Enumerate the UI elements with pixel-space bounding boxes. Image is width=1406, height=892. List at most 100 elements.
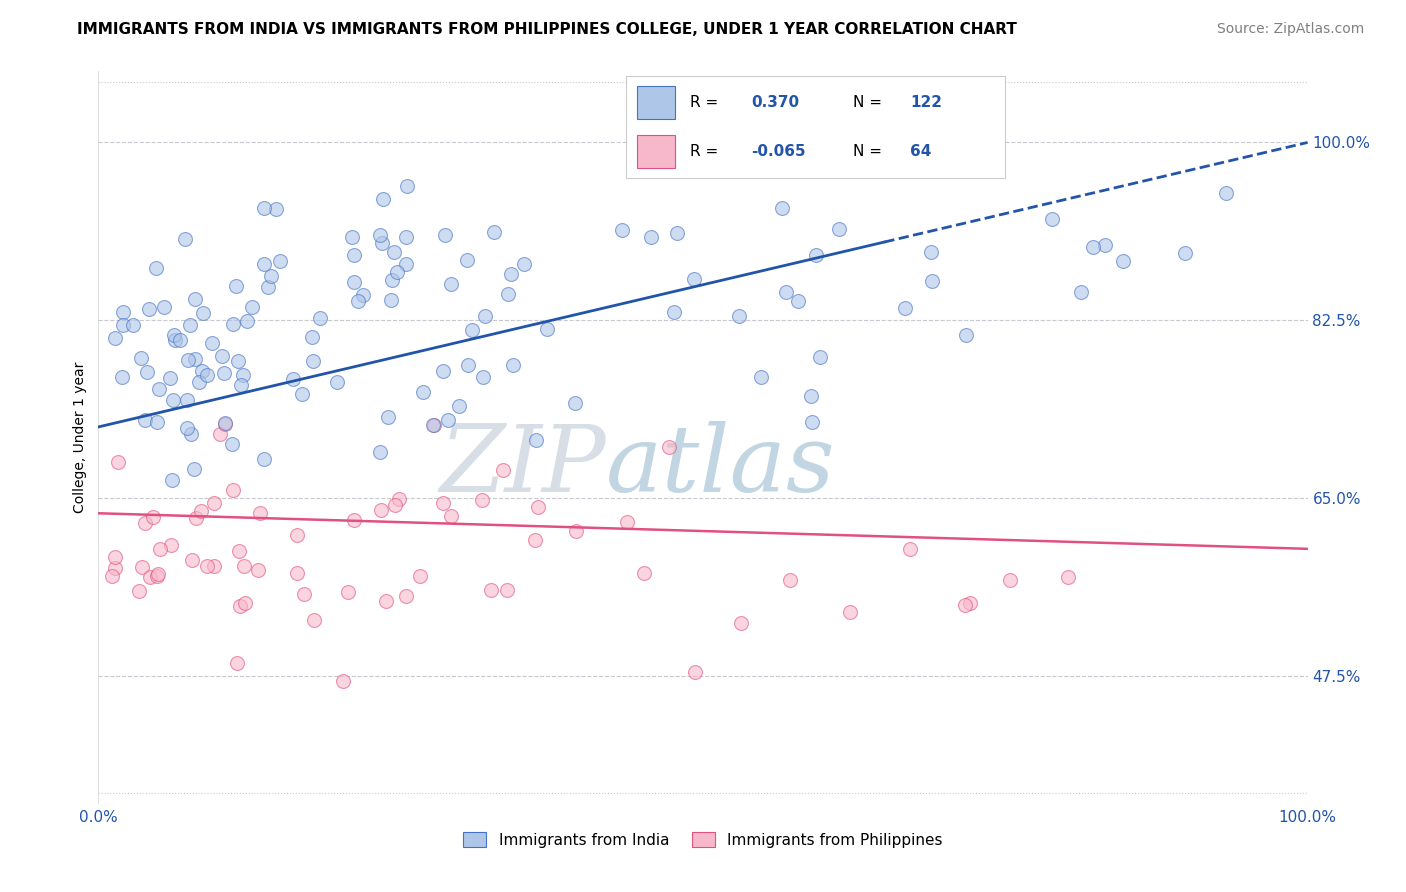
Point bbox=[665, 227, 688, 241]
Point bbox=[422, 418, 444, 433]
Point bbox=[142, 510, 165, 524]
Point bbox=[347, 294, 370, 309]
Point bbox=[343, 513, 366, 527]
Point bbox=[179, 318, 201, 332]
Point bbox=[235, 314, 257, 328]
Point bbox=[432, 496, 454, 510]
Point bbox=[184, 292, 207, 306]
Point bbox=[135, 365, 157, 379]
Point bbox=[257, 279, 280, 293]
Point bbox=[770, 201, 793, 215]
Text: ZIP: ZIP bbox=[440, 421, 606, 511]
Point bbox=[786, 293, 808, 308]
Point bbox=[524, 533, 547, 547]
Point bbox=[302, 354, 325, 368]
Point bbox=[211, 349, 233, 363]
Point bbox=[633, 566, 655, 581]
Point bbox=[159, 539, 181, 553]
Point bbox=[1081, 240, 1104, 254]
Point bbox=[292, 587, 315, 601]
Point bbox=[177, 352, 200, 367]
Point bbox=[159, 371, 181, 385]
Point bbox=[828, 222, 851, 236]
Point bbox=[449, 400, 471, 414]
Point bbox=[104, 331, 127, 345]
Point bbox=[225, 657, 247, 671]
Point bbox=[838, 605, 860, 619]
Point bbox=[232, 558, 254, 573]
Point bbox=[808, 350, 831, 364]
Point bbox=[134, 413, 156, 427]
Point bbox=[616, 515, 638, 529]
Point bbox=[249, 507, 271, 521]
Text: N =: N = bbox=[853, 95, 883, 110]
Point bbox=[260, 269, 283, 284]
Legend: Immigrants from India, Immigrants from Philippines: Immigrants from India, Immigrants from P… bbox=[457, 825, 949, 854]
Point bbox=[122, 318, 145, 333]
Point bbox=[409, 569, 432, 583]
Point bbox=[138, 302, 160, 317]
Point bbox=[371, 192, 394, 206]
Point bbox=[229, 377, 252, 392]
Point bbox=[104, 561, 127, 575]
Point bbox=[226, 353, 249, 368]
Point bbox=[457, 358, 479, 372]
Point bbox=[214, 417, 236, 431]
Point bbox=[610, 223, 633, 237]
Point bbox=[955, 598, 977, 612]
Point bbox=[1215, 186, 1237, 201]
Point bbox=[235, 596, 257, 610]
Point bbox=[471, 492, 494, 507]
Point bbox=[395, 257, 418, 271]
Point bbox=[472, 369, 495, 384]
Point bbox=[285, 527, 308, 541]
Point bbox=[524, 433, 547, 447]
Point bbox=[513, 257, 536, 271]
Point bbox=[380, 293, 402, 307]
Point bbox=[502, 358, 524, 372]
Point bbox=[921, 274, 943, 288]
Point bbox=[285, 566, 308, 581]
Point bbox=[162, 473, 184, 487]
Point bbox=[221, 437, 243, 451]
Point bbox=[202, 558, 225, 573]
Point bbox=[131, 560, 153, 574]
Text: Source: ZipAtlas.com: Source: ZipAtlas.com bbox=[1216, 22, 1364, 37]
Point bbox=[956, 131, 979, 145]
Text: R =: R = bbox=[690, 145, 718, 160]
Point bbox=[246, 563, 269, 577]
Point bbox=[225, 278, 247, 293]
Point bbox=[169, 333, 191, 347]
Point bbox=[129, 351, 152, 366]
Point bbox=[264, 202, 287, 217]
Point bbox=[111, 318, 134, 333]
Point bbox=[565, 524, 588, 538]
Point bbox=[148, 382, 170, 396]
Point bbox=[461, 322, 484, 336]
Point bbox=[146, 416, 169, 430]
Point bbox=[269, 254, 291, 268]
Point bbox=[900, 542, 922, 557]
Point bbox=[222, 317, 245, 331]
Text: 122: 122 bbox=[911, 95, 942, 110]
Point bbox=[343, 248, 366, 262]
Point bbox=[395, 179, 418, 194]
Point bbox=[176, 392, 198, 407]
Point bbox=[342, 230, 364, 244]
Point bbox=[368, 228, 391, 243]
Point bbox=[370, 502, 392, 516]
Point bbox=[479, 583, 502, 598]
Point bbox=[683, 665, 706, 679]
Point bbox=[301, 329, 323, 343]
Point bbox=[382, 244, 405, 259]
Point bbox=[145, 569, 167, 583]
Point bbox=[395, 230, 418, 244]
Point bbox=[806, 248, 828, 262]
Point bbox=[412, 384, 434, 399]
Point bbox=[440, 508, 463, 523]
Point bbox=[232, 368, 254, 382]
Point bbox=[730, 615, 752, 630]
Point bbox=[193, 306, 215, 320]
Point bbox=[526, 500, 548, 515]
Point bbox=[308, 311, 330, 326]
